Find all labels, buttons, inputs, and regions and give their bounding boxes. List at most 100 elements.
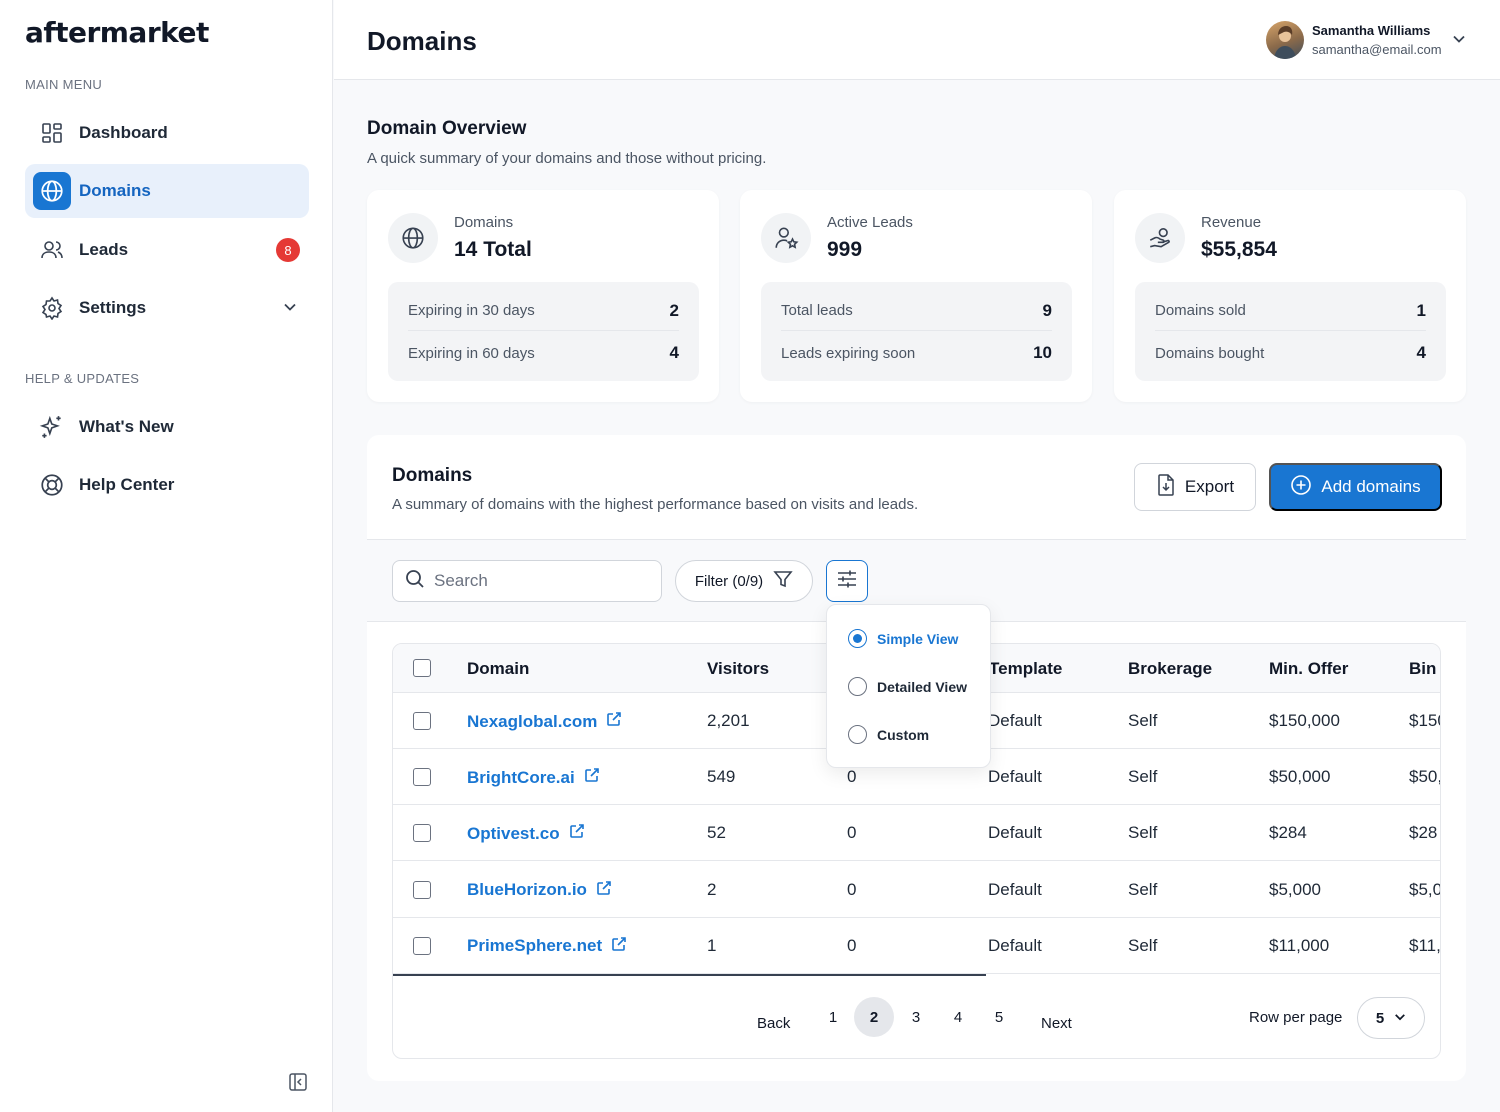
domains-panel-title: Domains (392, 465, 473, 486)
min-offer-cell: $284 (1269, 823, 1307, 843)
select-all-checkbox[interactable] (413, 659, 431, 677)
pagination: Back 1 2 3 4 5 Next (393, 976, 1440, 1058)
rows-per-page-value: 5 (1375, 1009, 1385, 1027)
domain-link[interactable]: BlueHorizon.io (467, 880, 612, 901)
horizontal-scrollbar[interactable] (393, 974, 986, 976)
view-settings-button[interactable] (826, 560, 868, 602)
column-header-domain[interactable]: Domain (467, 659, 530, 678)
globe-icon (33, 172, 71, 210)
overview-subtitle: A quick summary of your domains and thos… (367, 150, 767, 167)
stat-row-value: 4 (1416, 343, 1426, 362)
column-header-visitors[interactable]: Visitors (707, 659, 770, 678)
table-row: PrimeSphere.net 1 0 Default Self $11,000 $11, (393, 918, 1440, 974)
domain-name[interactable]: PrimeSphere.net (467, 936, 603, 956)
leads-cell: 0 (847, 767, 857, 787)
user-star-icon (761, 213, 811, 263)
min-offer-cell: $150,000 (1269, 711, 1340, 730)
view-option-label: Custom (877, 726, 930, 743)
sidebar-item-settings[interactable]: Settings (25, 281, 309, 335)
search-input[interactable]: Search (392, 560, 662, 602)
app-logo[interactable]: aftermarket (25, 16, 209, 49)
avatar[interactable] (1266, 21, 1304, 59)
template-cell: Default (988, 879, 1042, 899)
stat-card-revenue: Revenue $55,854 Domains sold 1 Domains bo… (1114, 190, 1466, 402)
domain-name[interactable]: Nexaglobal.com (467, 711, 598, 731)
stat-label: Revenue (1201, 214, 1262, 231)
stat-row-label: Leads expiring soon (781, 344, 916, 362)
sidebar-item-label: What's New (79, 417, 174, 436)
help-updates-label: HELP & UPDATES (25, 371, 140, 386)
domain-link[interactable]: BrightCore.ai (467, 767, 600, 788)
chevron-down-icon[interactable] (283, 299, 297, 319)
row-checkbox[interactable] (413, 768, 431, 787)
external-link-icon[interactable] (596, 880, 612, 901)
chevron-down-icon[interactable] (1452, 32, 1466, 51)
leads-cell: 0 (847, 935, 857, 955)
stat-value: 999 (827, 238, 863, 261)
external-link-icon[interactable] (606, 711, 622, 732)
page-button-3[interactable]: 3 (911, 1008, 921, 1026)
sidebar-item-leads[interactable]: Leads 8 (25, 223, 309, 277)
row-checkbox[interactable] (413, 712, 431, 730)
external-link-icon[interactable] (584, 767, 600, 788)
add-domains-button[interactable]: Add domains (1269, 463, 1442, 511)
pagination-back-button[interactable]: Back (757, 1014, 791, 1032)
sidebar-item-help-center[interactable]: Help Center (25, 458, 309, 512)
sidebar-item-whats-new[interactable]: What's New (25, 400, 309, 454)
radio-button[interactable] (848, 677, 867, 696)
page-button-4[interactable]: 4 (953, 1008, 963, 1026)
page-button-2[interactable]: 2 (854, 997, 894, 1037)
row-checkbox[interactable] (413, 936, 431, 955)
stat-value: $55,854 (1201, 238, 1277, 261)
external-link-icon[interactable] (569, 823, 585, 844)
domain-name[interactable]: Optivest.co (467, 823, 560, 843)
page-button-1[interactable]: 1 (828, 1008, 838, 1026)
sidebar-item-domains[interactable]: Domains (25, 164, 309, 218)
sidebar-item-dashboard[interactable]: Dashboard (25, 106, 309, 160)
sidebar-item-label: Dashboard (79, 123, 168, 142)
view-option-custom[interactable]: Custom (848, 725, 929, 744)
stat-row: Expiring in 30 days 2 (408, 291, 679, 331)
domain-name[interactable]: BlueHorizon.io (467, 880, 587, 900)
column-header-brokerage[interactable]: Brokerage (1128, 659, 1213, 678)
column-header-min-offer[interactable]: Min. Offer (1269, 659, 1349, 678)
export-button[interactable]: Export (1134, 463, 1256, 511)
user-name[interactable]: Samantha Williams (1312, 23, 1431, 38)
rows-per-page-select[interactable]: 5 (1357, 997, 1425, 1039)
domain-name[interactable]: BrightCore.ai (467, 767, 575, 787)
stat-row-value: 10 (1033, 343, 1052, 362)
bin-price-cell: $150 (1409, 711, 1440, 730)
leads-count-badge: 8 (276, 238, 300, 262)
row-checkbox[interactable] (413, 824, 431, 843)
stat-row-label: Domains sold (1155, 302, 1246, 319)
column-header-bin-price[interactable]: Bin P (1409, 659, 1440, 678)
brokerage-cell: Self (1128, 879, 1158, 899)
filter-button[interactable]: Filter (0/9) (675, 560, 813, 602)
stat-row-value: 2 (669, 300, 679, 320)
radio-button[interactable] (848, 725, 867, 744)
template-cell: Default (988, 935, 1042, 955)
sidebar-item-label: Help Center (79, 475, 175, 494)
radio-button[interactable] (848, 629, 867, 648)
page-button-5[interactable]: 5 (994, 1008, 1004, 1026)
file-export-icon (1156, 473, 1176, 501)
stat-row: Leads expiring soon 10 (781, 333, 1052, 373)
users-icon (39, 237, 65, 263)
pagination-next-button[interactable]: Next (1041, 1014, 1072, 1032)
domain-link[interactable]: Nexaglobal.com (467, 711, 622, 732)
domain-link[interactable]: PrimeSphere.net (467, 936, 627, 957)
lifebuoy-icon (39, 472, 65, 498)
stat-breakdown: Expiring in 30 days 2 Expiring in 60 days… (388, 282, 699, 381)
view-option-detailed[interactable]: Detailed View (848, 677, 967, 696)
external-link-icon[interactable] (611, 936, 627, 957)
stat-row-label: Total leads (781, 302, 853, 319)
min-offer-cell: $5,000 (1269, 879, 1321, 899)
collapse-sidebar-icon[interactable] (288, 1072, 308, 1097)
stat-row: Domains bought 4 (1155, 333, 1426, 373)
main-menu-label: MAIN MENU (25, 77, 103, 92)
column-header-template[interactable]: Template (989, 659, 1063, 678)
row-checkbox[interactable] (413, 880, 431, 899)
view-option-simple[interactable]: Simple View (848, 629, 958, 648)
visitors-cell: 52 (707, 823, 726, 843)
domain-link[interactable]: Optivest.co (467, 823, 585, 844)
